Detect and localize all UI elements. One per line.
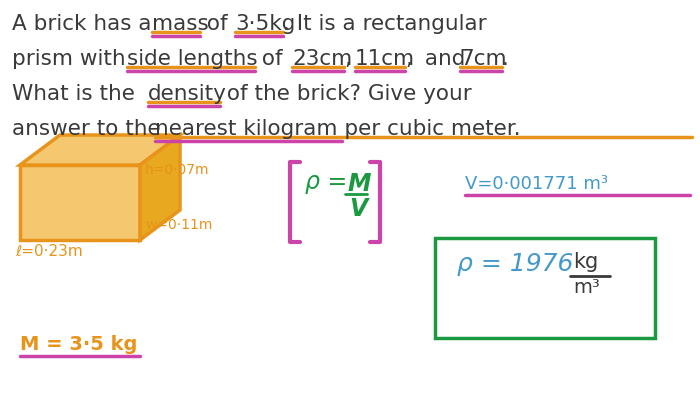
Text: and: and bbox=[418, 49, 472, 69]
Text: side lengths: side lengths bbox=[127, 49, 258, 69]
Text: 23cm: 23cm bbox=[292, 49, 352, 69]
Text: 11cm: 11cm bbox=[355, 49, 415, 69]
Text: .: . bbox=[502, 49, 509, 69]
Text: ,: , bbox=[405, 49, 412, 69]
Text: V=0·001771 m³: V=0·001771 m³ bbox=[465, 175, 608, 193]
FancyBboxPatch shape bbox=[435, 238, 655, 338]
Text: ℓ=0·23m: ℓ=0·23m bbox=[15, 244, 83, 259]
Text: A brick has a: A brick has a bbox=[12, 14, 158, 34]
Polygon shape bbox=[20, 135, 180, 165]
Text: h=0·07m: h=0·07m bbox=[145, 163, 209, 177]
Text: 3·5kg: 3·5kg bbox=[235, 14, 295, 34]
Text: What is the: What is the bbox=[12, 84, 141, 104]
Text: answer to the: answer to the bbox=[12, 119, 167, 139]
Text: ρ =: ρ = bbox=[305, 170, 347, 194]
Text: M = 3·5 kg: M = 3·5 kg bbox=[20, 335, 137, 354]
Polygon shape bbox=[20, 165, 140, 240]
Text: nearest kilogram per cubic meter.: nearest kilogram per cubic meter. bbox=[155, 119, 521, 139]
Text: mass: mass bbox=[152, 14, 209, 34]
Text: kg: kg bbox=[573, 252, 598, 272]
Text: M: M bbox=[347, 172, 370, 196]
Text: of: of bbox=[200, 14, 235, 34]
Text: V: V bbox=[349, 197, 368, 221]
Polygon shape bbox=[140, 135, 180, 240]
Text: prism with: prism with bbox=[12, 49, 132, 69]
Text: ρ = 1976: ρ = 1976 bbox=[457, 252, 573, 276]
Text: . It is a rectangular: . It is a rectangular bbox=[283, 14, 486, 34]
Text: of the brick? Give your: of the brick? Give your bbox=[220, 84, 472, 104]
Text: 7cm: 7cm bbox=[460, 49, 507, 69]
Text: density: density bbox=[148, 84, 227, 104]
Text: ,: , bbox=[344, 49, 351, 69]
Text: m³: m³ bbox=[573, 278, 600, 297]
Text: w=0·11m: w=0·11m bbox=[145, 218, 212, 232]
Text: of: of bbox=[255, 49, 290, 69]
